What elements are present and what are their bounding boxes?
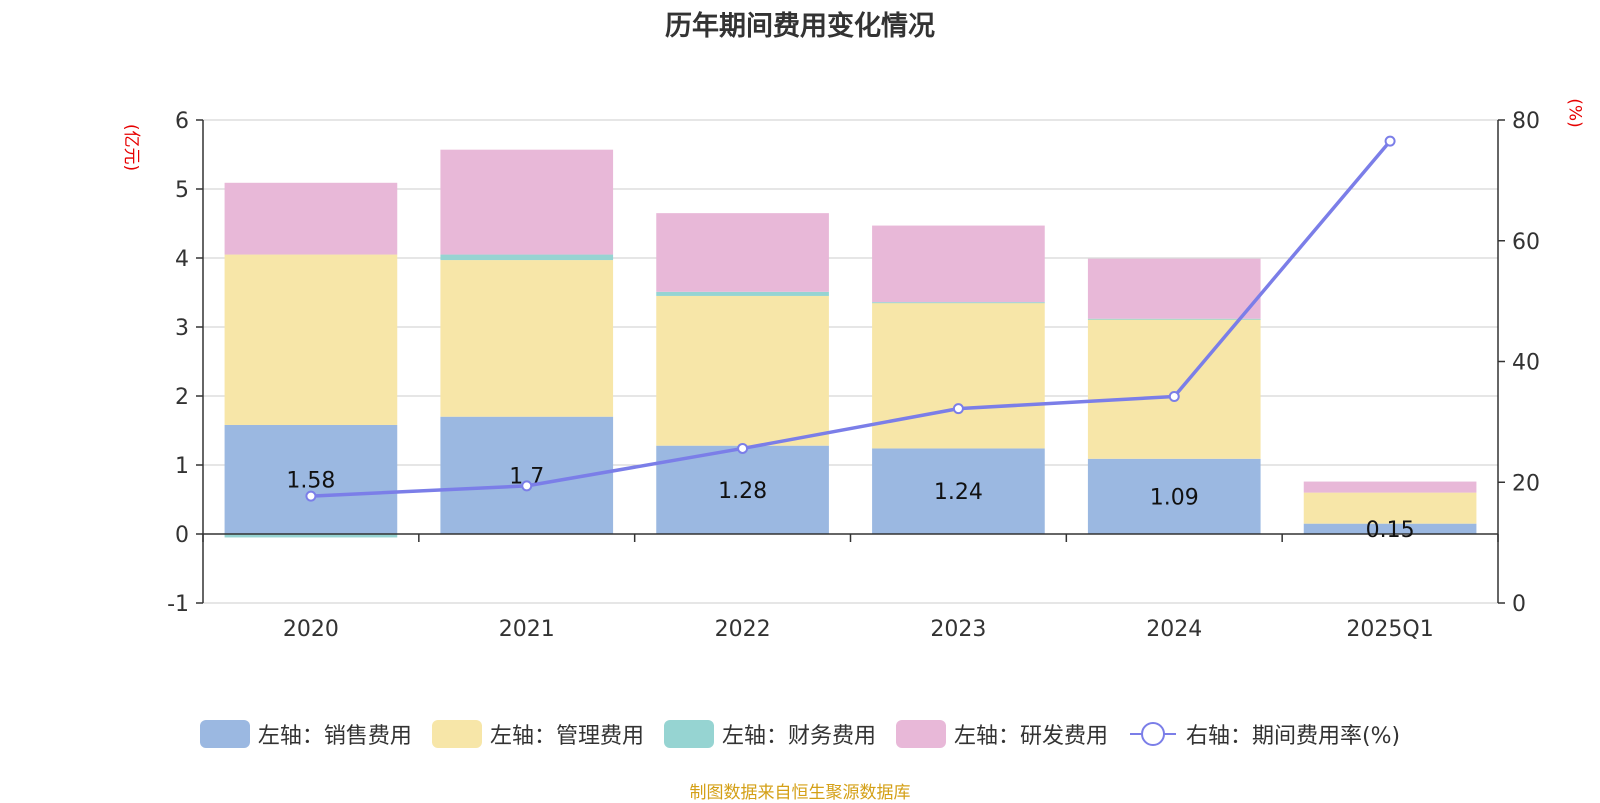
x-tick-label: 2020 xyxy=(283,617,339,642)
left-tick-label: 3 xyxy=(175,316,189,341)
bar-segment-4 xyxy=(224,182,398,255)
x-tick-label: 2024 xyxy=(1146,617,1202,642)
legend-item-3[interactable]: 左轴：财务费用 xyxy=(663,718,876,750)
bar-segment-4 xyxy=(872,225,1045,303)
bar-segment-2 xyxy=(1087,319,1261,459)
bar-segment-2 xyxy=(224,254,398,425)
bar-data-label: 1.24 xyxy=(934,480,983,505)
legend-label: 左轴：销售费用 xyxy=(257,724,412,749)
right-tick-label: 20 xyxy=(1512,471,1540,496)
legend-swatch xyxy=(431,720,482,748)
legend-item-5[interactable]: 右轴：期间费用率(%) xyxy=(1128,718,1400,750)
bar-segment-2 xyxy=(440,260,614,417)
line-point xyxy=(305,490,317,502)
chart-legend: 左轴：销售费用 左轴：管理费用 左轴：财务费用 左轴：研发费用 右轴：期间费用率(%) xyxy=(0,718,1600,750)
legend-line-marker-icon xyxy=(1129,722,1176,746)
left-tick-label: 1 xyxy=(175,454,189,479)
right-tick-label: 40 xyxy=(1512,351,1540,376)
line-point xyxy=(952,403,964,415)
bar-segment-1 xyxy=(224,424,398,534)
bar-segment-3 xyxy=(656,291,829,296)
line-point xyxy=(1168,391,1180,403)
x-tick-label: 2025Q1 xyxy=(1346,617,1433,642)
line-point xyxy=(521,480,533,492)
bar-segment-1 xyxy=(872,448,1045,534)
bar-segment-2 xyxy=(656,295,829,446)
legend-label: 左轴：管理费用 xyxy=(489,724,644,749)
line-point xyxy=(737,442,749,454)
chart-title: 历年期间费用变化情况 xyxy=(665,11,935,42)
left-tick-label: 0 xyxy=(175,523,189,548)
bar-segment-1 xyxy=(1303,523,1477,534)
right-tick-label: 0 xyxy=(1512,592,1526,617)
bar-segment-2 xyxy=(1303,492,1477,524)
bar-segment-1 xyxy=(656,445,829,534)
legend-item-1[interactable]: 左轴：销售费用 xyxy=(199,718,412,750)
bar-data-label: 1.28 xyxy=(718,479,767,504)
legend-swatch xyxy=(199,720,250,748)
bar-segment-3 xyxy=(224,534,398,538)
right-tick-label: 60 xyxy=(1512,230,1540,255)
left-tick-label: 2 xyxy=(175,385,189,410)
bar-segment-3 xyxy=(440,254,614,261)
line-series xyxy=(310,140,1392,498)
bar-segment-4 xyxy=(1087,258,1261,319)
x-tick-label: 2022 xyxy=(715,617,771,642)
bar-segment-1 xyxy=(1087,458,1261,534)
x-tick-label: 2023 xyxy=(930,617,986,642)
left-tick-label: 6 xyxy=(175,109,189,134)
left-tick-label: 4 xyxy=(175,247,189,272)
bar-data-label: 1.58 xyxy=(286,468,335,493)
legend-swatch xyxy=(895,720,946,748)
bar-segment-4 xyxy=(656,213,829,292)
left-tick-label: 5 xyxy=(175,178,189,203)
left-tick-label: -1 xyxy=(167,592,189,617)
bar-segment-3 xyxy=(872,302,1045,304)
x-tick-label: 2021 xyxy=(499,617,555,642)
bar-data-label: 1.09 xyxy=(1150,485,1199,510)
legend-item-4[interactable]: 左轴：研发费用 xyxy=(895,718,1108,750)
bar-segment-3 xyxy=(1087,318,1261,320)
bar-segment-4 xyxy=(440,149,614,255)
legend-label: 左轴：财务费用 xyxy=(721,724,876,749)
bar-segment-4 xyxy=(1303,481,1477,493)
data-source-note: 制图数据来自恒生聚源数据库 xyxy=(689,783,911,803)
legend-item-2[interactable]: 左轴：管理费用 xyxy=(431,718,644,750)
bar-segment-2 xyxy=(872,302,1045,449)
legend-label: 左轴：研发费用 xyxy=(953,724,1108,749)
line-point xyxy=(1384,135,1396,147)
bar-data-label: 0.15 xyxy=(1366,518,1415,543)
legend-swatch xyxy=(663,720,714,748)
legend-label: 右轴：期间费用率(%) xyxy=(1185,724,1401,749)
right-tick-label: 80 xyxy=(1512,109,1540,134)
